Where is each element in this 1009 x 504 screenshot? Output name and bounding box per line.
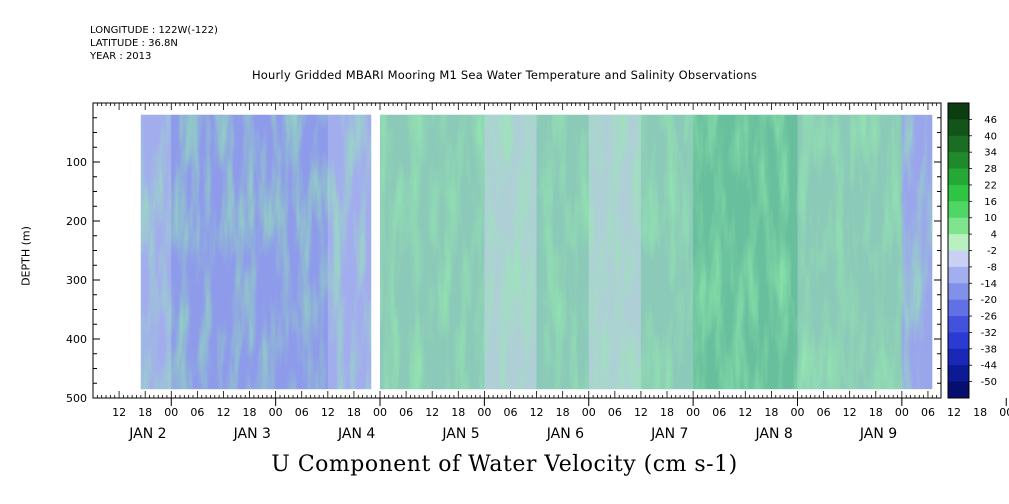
variable-title: U Component of Water Velocity (cm s-1) [271,452,738,477]
colorbar-label: 4 [991,230,997,241]
x-date-label: JAN 6 [546,426,584,442]
colorbar-swatch [948,152,969,170]
colorbar-swatch [948,250,969,268]
colorbar-label: -20 [981,295,997,306]
x-date-label: JAN 9 [859,426,897,442]
x-date-label: JAN 8 [754,426,792,442]
colorbar-swatch [948,168,969,186]
colorbar-swatch [948,316,969,333]
colorbar-swatch [948,283,969,301]
colorbar-swatch [948,135,969,153]
x-hour-label: 12 [216,406,230,419]
colorbar-label: -44 [981,361,997,372]
colorbar-swatch [948,234,969,251]
colorbar-label: -2 [987,246,997,257]
x-date-label: JAN 5 [441,426,479,442]
x-hour-label: 00 [269,406,283,419]
data-gap [371,113,381,391]
colorbar-label: 28 [984,164,997,175]
y-tick-label: 500 [66,392,87,405]
x-hour-label: 06 [190,406,204,419]
x-hour-label: 06 [712,406,726,419]
colorbar-label: -8 [987,262,997,273]
x-hour-label: 18 [451,406,465,419]
colorbar-swatch [948,201,969,219]
x-hour-label: 12 [843,406,857,419]
y-tick-label: 300 [66,274,87,287]
x-hour-label: 18 [138,406,152,419]
latitude-label: LATITUDE : 36.8N [90,38,178,49]
x-hour-label: 18 [660,406,674,419]
colorbar-label: -50 [981,377,997,388]
colorbar-swatch [948,217,969,235]
y-tick-label: 200 [66,215,87,228]
x-date-label: JAN 4 [337,426,375,442]
x-hour-label: 06 [295,406,309,419]
colorbar-label: 46 [984,115,997,126]
year-label: YEAR : 2013 [90,51,152,62]
colorbar-swatch [948,299,969,317]
longitude-label: LONGITUDE : 122W(-122) [90,25,218,36]
x-hour-label: 00 [477,406,491,419]
colorbar-swatch [948,332,969,350]
colorbar-label: 22 [984,180,997,191]
colorbar-swatch [948,266,969,284]
colorbar-swatch [948,103,969,120]
x-hour-label: 12 [634,406,648,419]
heatmap-texture [380,114,933,390]
x-hour-label: 18 [869,406,883,419]
colorbar-label: 34 [984,148,997,159]
x-hour-label: 12 [947,406,961,419]
x-hour-label: 06 [817,406,831,419]
x-hour-label: 12 [112,406,126,419]
x-hour-label: 12 [425,406,439,419]
x-hour-label: 00 [895,406,909,419]
x-hour-label: 18 [243,406,257,419]
x-hour-label: 00 [164,406,178,419]
x-hour-label: 06 [503,406,517,419]
x-hour-label: 18 [764,406,778,419]
header-meta: LONGITUDE : 122W(-122) LATITUDE : 36.8N … [90,24,218,63]
heatmap-texture [140,114,372,390]
colorbar-label: 16 [984,197,997,208]
colorbar-swatch [948,184,969,202]
colorbar-label: 10 [984,213,997,224]
x-hour-label: 18 [973,406,987,419]
colorbar-label: 40 [984,131,997,142]
x-hour-label: 00 [999,406,1009,419]
colorbar-label: -38 [981,344,997,355]
x-hour-label: 18 [347,406,361,419]
y-tick-label: 100 [66,156,87,169]
colorbar-swatch [948,348,969,366]
x-hour-label: 12 [321,406,335,419]
x-hour-label: 06 [399,406,413,419]
colorbar-swatch [948,381,969,399]
colorbar-label: -14 [981,279,997,290]
colorbar-swatch [948,119,969,137]
x-date-label: JAN 2 [128,426,166,442]
colorbar-swatch [948,365,969,383]
colorbar-label: -32 [981,328,997,339]
x-hour-label: 06 [608,406,622,419]
x-hour-label: 00 [686,406,700,419]
y-tick-label: 400 [66,333,87,346]
x-hour-label: 00 [582,406,596,419]
x-hour-label: 00 [373,406,387,419]
x-date-label: JAN 3 [233,426,271,442]
x-hour-label: 00 [790,406,804,419]
x-hour-label: 06 [921,406,935,419]
chart-title: Hourly Gridded MBARI Mooring M1 Sea Wate… [251,68,758,82]
colorbar-label: -26 [981,312,997,323]
x-hour-label: 12 [738,406,752,419]
x-date-label: JAN 7 [650,426,688,442]
x-hour-label: 12 [530,406,544,419]
x-hour-label: 18 [556,406,570,419]
